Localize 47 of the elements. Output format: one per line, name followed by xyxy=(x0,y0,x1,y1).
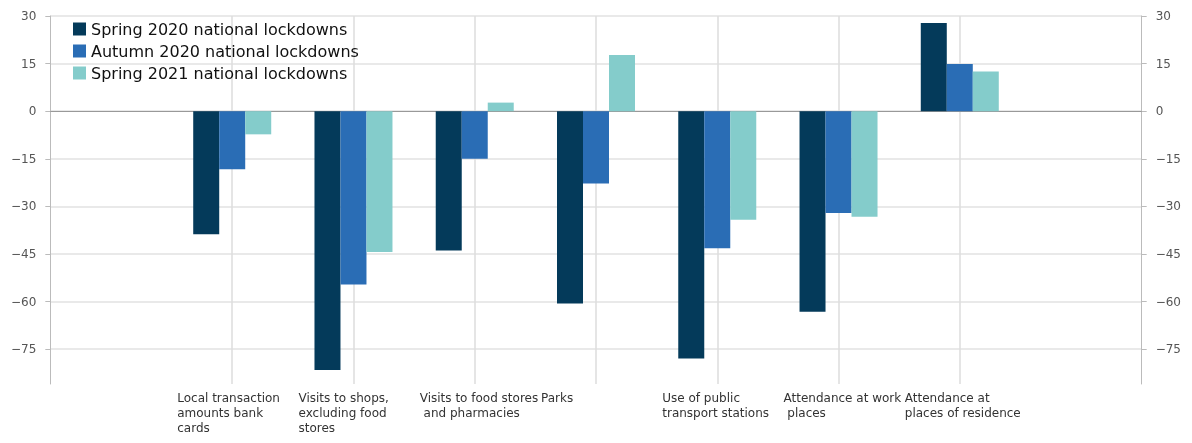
bar xyxy=(972,71,999,112)
bar xyxy=(219,111,246,170)
y2-tick-label: 0 xyxy=(1155,104,1164,119)
legend-label: Autumn 2020 national lockdowns xyxy=(91,41,359,61)
legend-label: Spring 2021 national lockdowns xyxy=(91,63,348,83)
x-tick-label: Visits to food stores and pharmacies xyxy=(419,390,539,420)
bar xyxy=(193,111,220,235)
y2-tick-label: −15 xyxy=(1155,151,1181,166)
bar xyxy=(609,55,635,112)
bar xyxy=(678,111,705,359)
y-tick-label: 0 xyxy=(28,104,37,119)
y-tick-label: −30 xyxy=(11,199,37,214)
y-tick-label: −15 xyxy=(11,151,37,166)
y2-tick-label: −30 xyxy=(1155,199,1181,214)
bar xyxy=(704,111,731,249)
x-tick-label: Use of public transport stations xyxy=(662,390,770,420)
bar xyxy=(340,111,367,285)
x-tick-label: Attendance at work places xyxy=(783,390,902,420)
y-tick-label: 30 xyxy=(21,9,37,23)
x-tick-label: Attendance at places of residence xyxy=(904,390,1021,420)
bar xyxy=(920,22,947,112)
bar xyxy=(487,102,514,112)
bar xyxy=(435,111,462,251)
bar xyxy=(245,111,272,135)
bar xyxy=(730,111,757,220)
y-tick-label: −60 xyxy=(11,294,37,309)
x-tick-label: Parks xyxy=(541,390,574,405)
y2-tick-label: 15 xyxy=(1155,56,1171,71)
legend-label: Spring 2020 national lockdowns xyxy=(91,19,348,39)
bar xyxy=(583,111,609,184)
y2-tick-label: −45 xyxy=(1155,246,1181,261)
y-tick-label: −45 xyxy=(11,246,37,261)
bar xyxy=(557,111,583,304)
bar xyxy=(946,63,973,112)
y2-tick-label: 30 xyxy=(1155,9,1171,23)
bar xyxy=(799,111,826,312)
bar xyxy=(461,111,488,159)
y-tick-label: −75 xyxy=(11,342,37,357)
bar xyxy=(314,111,341,371)
bar xyxy=(825,111,852,214)
bar xyxy=(366,111,393,253)
x-tick-label: Local transaction amounts bank cards xyxy=(177,390,284,435)
y2-tick-label: −60 xyxy=(1155,294,1181,309)
y2-tick-label: −75 xyxy=(1155,342,1181,357)
x-tick-label: Visits to shops, excluding food stores xyxy=(298,390,393,435)
y-tick-label: 15 xyxy=(21,56,37,71)
bar xyxy=(851,111,878,217)
